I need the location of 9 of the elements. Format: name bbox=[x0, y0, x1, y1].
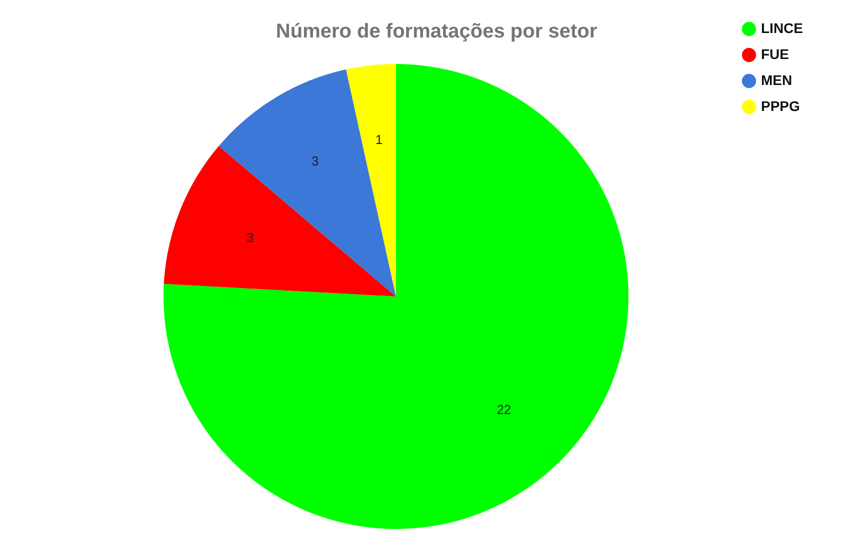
legend-label: FUE bbox=[761, 46, 789, 62]
legend-label: LINCE bbox=[761, 20, 803, 36]
legend-label: MEN bbox=[761, 72, 792, 88]
data-label: 3 bbox=[246, 230, 254, 245]
data-label: 3 bbox=[311, 154, 319, 169]
data-label: 1 bbox=[375, 132, 383, 148]
data-label: 22 bbox=[496, 402, 512, 418]
legend-label: PPPG bbox=[761, 98, 800, 114]
chart-title: Número de formatações por setor bbox=[276, 20, 598, 43]
